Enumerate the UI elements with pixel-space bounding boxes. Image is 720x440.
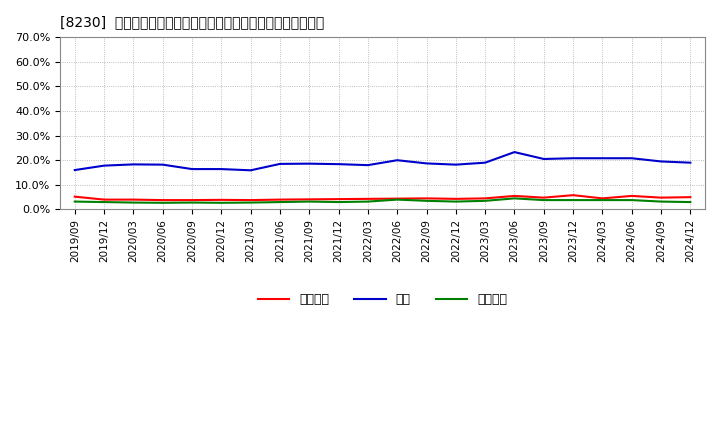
在庫 — [100, 163, 109, 168]
売上債権 — [627, 193, 636, 198]
売上債権 — [276, 197, 284, 202]
在庫 — [569, 156, 577, 161]
売上債権 — [334, 197, 343, 202]
売上債権 — [364, 196, 372, 202]
売上債権 — [129, 197, 138, 202]
売上債権 — [246, 198, 255, 203]
売上債権 — [451, 196, 460, 202]
在庫 — [334, 161, 343, 167]
買入債務 — [510, 196, 519, 201]
買入債務 — [422, 198, 431, 203]
売上債権 — [539, 195, 548, 200]
買入債務 — [71, 199, 79, 204]
売上債権 — [217, 197, 225, 202]
買入債務 — [246, 200, 255, 205]
在庫 — [158, 162, 167, 167]
買入債務 — [451, 199, 460, 204]
売上債権 — [598, 196, 607, 201]
買入債務 — [334, 199, 343, 205]
在庫 — [188, 166, 197, 172]
買入債務 — [305, 199, 314, 204]
在庫 — [217, 166, 225, 172]
売上債権 — [188, 198, 197, 203]
Line: 買入債務: 買入債務 — [75, 198, 690, 203]
在庫 — [627, 156, 636, 161]
買入債務 — [188, 200, 197, 205]
売上債権 — [158, 198, 167, 203]
在庫 — [422, 161, 431, 166]
在庫 — [305, 161, 314, 166]
売上債権 — [569, 193, 577, 198]
在庫 — [539, 156, 548, 161]
在庫 — [686, 160, 695, 165]
買入債務 — [481, 198, 490, 203]
買入債務 — [276, 199, 284, 205]
買入債務 — [393, 197, 402, 202]
在庫 — [129, 162, 138, 167]
売上債権 — [510, 193, 519, 198]
売上債権 — [305, 197, 314, 202]
買入債務 — [569, 198, 577, 203]
買入債務 — [657, 199, 665, 204]
在庫 — [510, 150, 519, 155]
買入債務 — [100, 199, 109, 205]
在庫 — [481, 160, 490, 165]
在庫 — [276, 161, 284, 167]
売上債権 — [657, 195, 665, 200]
売上債権 — [100, 197, 109, 202]
Text: [8230]  売上債権、在庫、買入債務の総資産に対する比率の推移: [8230] 売上債権、在庫、買入債務の総資産に対する比率の推移 — [60, 15, 324, 29]
買入債務 — [627, 198, 636, 203]
Line: 売上債権: 売上債権 — [75, 195, 690, 200]
買入債務 — [158, 200, 167, 205]
売上債権 — [686, 194, 695, 200]
買入債務 — [686, 199, 695, 205]
売上債権 — [393, 196, 402, 201]
買入債務 — [598, 198, 607, 203]
売上債権 — [71, 194, 79, 199]
在庫 — [657, 159, 665, 164]
在庫 — [71, 168, 79, 173]
買入債務 — [129, 200, 138, 205]
在庫 — [598, 156, 607, 161]
買入債務 — [217, 200, 225, 205]
売上債権 — [481, 196, 490, 201]
Legend: 売上債権, 在庫, 買入債務: 売上債権, 在庫, 買入債務 — [253, 288, 512, 311]
在庫 — [364, 162, 372, 168]
売上債権 — [422, 196, 431, 201]
Line: 在庫: 在庫 — [75, 152, 690, 170]
在庫 — [246, 168, 255, 173]
買入債務 — [364, 199, 372, 204]
買入債務 — [539, 198, 548, 203]
在庫 — [393, 158, 402, 163]
在庫 — [451, 162, 460, 167]
